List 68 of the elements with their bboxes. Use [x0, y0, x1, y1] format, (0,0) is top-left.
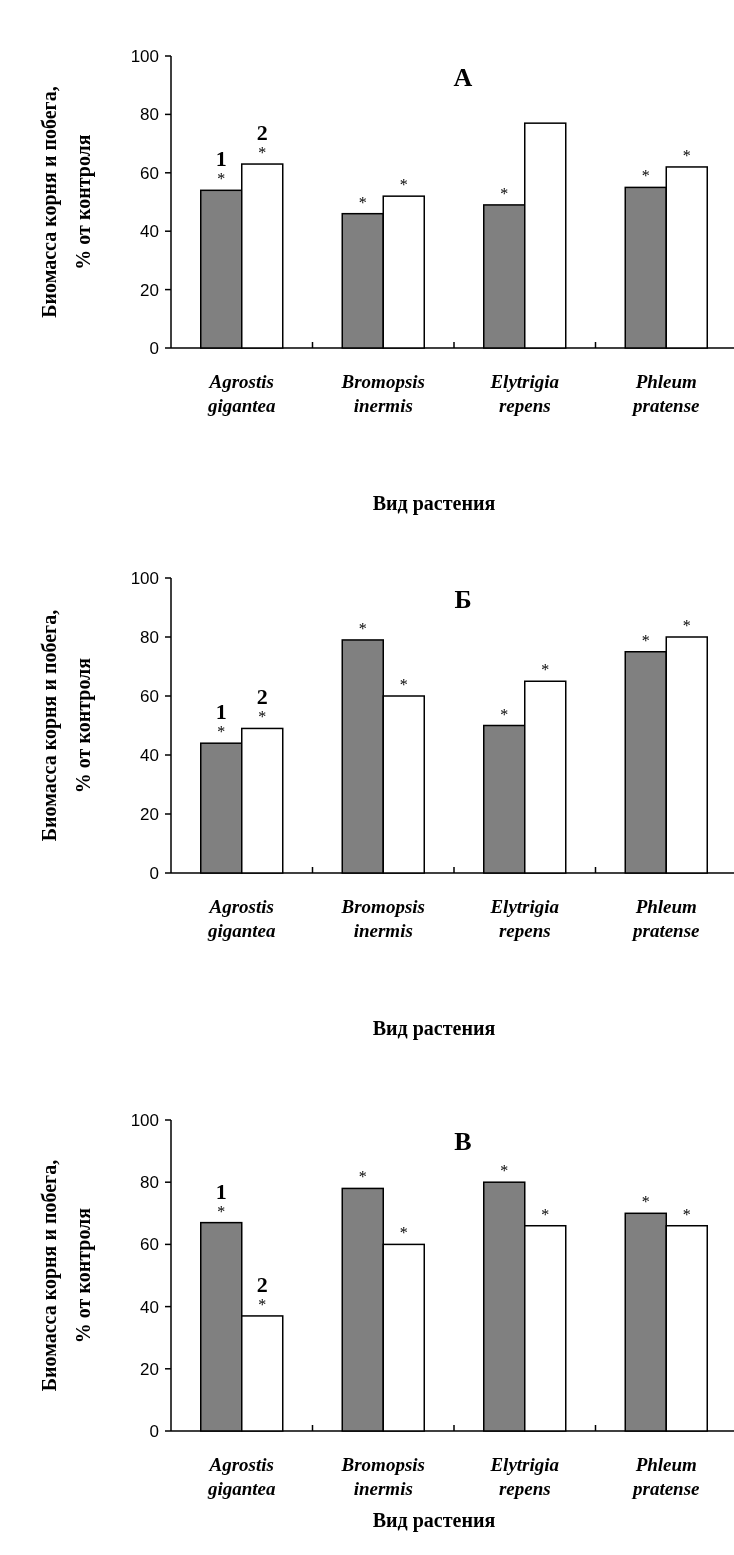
x-tick-label: Phleum pratense — [631, 1454, 701, 1499]
y-tick-label: 40 — [140, 1297, 159, 1317]
x-axis-title: Вид растения — [372, 492, 496, 515]
series-label: 1 — [215, 1178, 227, 1204]
data-label: * — [541, 1205, 550, 1223]
y-axis-title: Биомасса корня и побега, % от контроля — [38, 86, 95, 318]
data-label: * — [258, 708, 267, 726]
x-tick-label: Elytrigia repens — [489, 896, 560, 941]
data-label: * — [399, 176, 408, 194]
data-label: * — [641, 1193, 650, 1211]
x-tick-label: Agrostis gigantea — [206, 896, 277, 941]
y-tick-label: 0 — [149, 863, 159, 883]
data-label: * — [399, 676, 408, 693]
data-label: * — [682, 1205, 691, 1223]
data-label: * — [541, 661, 550, 679]
data-label: * — [500, 184, 509, 202]
data-label: * — [358, 619, 367, 637]
data-label: * — [217, 170, 226, 188]
chart-title: В — [454, 1127, 472, 1156]
y-tick-label: 20 — [140, 1359, 159, 1379]
y-tick-label: 100 — [130, 46, 159, 66]
series-label: 1 — [215, 146, 227, 172]
data-label: * — [682, 146, 691, 164]
y-tick-label: 0 — [149, 338, 159, 358]
y-tick-label: 80 — [140, 105, 159, 125]
y-tick-label: 40 — [140, 745, 159, 765]
x-tick-label: Elytrigia repens — [489, 1454, 560, 1499]
x-tick-label: Phleum pratense — [631, 896, 701, 941]
x-tick-label: Bromopsis inermis — [340, 371, 425, 416]
chart-title: Б — [454, 585, 472, 614]
data-label: * — [358, 1168, 367, 1186]
data-label: * — [217, 723, 226, 741]
series-label: 2 — [256, 1271, 268, 1297]
series-label: 2 — [256, 684, 268, 710]
x-tick-label: Agrostis gigantea — [206, 371, 277, 416]
x-tick-label: Bromopsis inermis — [340, 1454, 425, 1499]
y-tick-label: 40 — [140, 222, 159, 242]
x-axis-title: Вид растения — [372, 1017, 496, 1040]
data-label: * — [258, 1295, 267, 1313]
series-label: 2 — [256, 120, 268, 146]
y-axis-title: Биомасса корня и побега, % от контроля — [38, 609, 95, 842]
x-tick-label: Phleum pratense — [631, 371, 701, 416]
y-tick-label: 60 — [140, 163, 159, 183]
series-label: 1 — [215, 699, 227, 725]
data-label: * — [399, 1224, 408, 1242]
y-tick-label: 20 — [140, 804, 159, 824]
chart-title: А — [453, 63, 473, 92]
y-tick-label: 60 — [140, 1235, 159, 1255]
y-axis-title: Биомасса корня и побега, % от контроля — [38, 1159, 95, 1392]
x-tick-label: Elytrigia repens — [489, 371, 560, 416]
data-label: * — [500, 1162, 509, 1180]
data-label: * — [358, 193, 367, 211]
y-tick-label: 20 — [140, 280, 159, 300]
x-tick-label: Bromopsis inermis — [340, 896, 425, 941]
x-axis-title: Вид растения — [372, 1509, 496, 1532]
data-label: * — [258, 144, 267, 162]
data-label: * — [682, 617, 691, 634]
y-tick-label: 80 — [140, 627, 159, 647]
y-tick-label: 60 — [140, 686, 159, 706]
y-tick-label: 100 — [130, 568, 159, 588]
y-tick-label: 100 — [130, 1110, 159, 1130]
data-label: * — [500, 705, 509, 723]
data-label: * — [641, 631, 650, 649]
y-tick-label: 80 — [140, 1173, 159, 1193]
y-tick-label: 0 — [149, 1421, 159, 1441]
data-label: * — [641, 167, 650, 185]
data-label: * — [217, 1202, 226, 1220]
x-tick-label: Agrostis gigantea — [206, 1454, 277, 1499]
